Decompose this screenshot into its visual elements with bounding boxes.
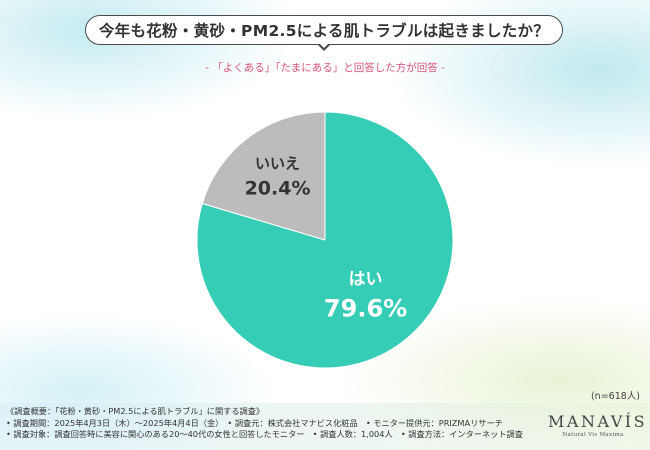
pie-slice-value-1: 20.4% xyxy=(245,177,311,199)
footer-band xyxy=(0,403,650,450)
page-title: 今年も花粉・黄砂・PM2.5による肌トラブルは起きましたか？ xyxy=(98,22,550,40)
survey-overview-heading: 《調査概要：「花粉・黄砂・PM2.5による肌トラブル」に関する調査》 xyxy=(6,406,265,416)
chart-subtitle: - 「よくある」「たまにある」と回答した方が回答 - xyxy=(205,62,445,74)
pie-slice-1 xyxy=(201,111,326,241)
pie-slice-0 xyxy=(196,111,454,369)
sample-size-label: (n=618人) xyxy=(590,391,640,402)
survey-target-line: • 調査対象：調査回答時に美容に関心のある20～40代の女性と回答したモニター … xyxy=(6,429,523,439)
brand-logo: MANAVÍS Natural Vis Maxima xyxy=(548,412,648,438)
survey-overview: 《調査概要：「花粉・黄砂・PM2.5による肌トラブル」に関する調査》 • 調査期… xyxy=(6,406,546,441)
title-pointer-inner xyxy=(319,43,329,48)
survey-period-line: • 調査期間：2025年4月3日（木）～2025年4月4日（金） • 調査元：株… xyxy=(6,417,503,428)
pie-slice-label-1: いいえ xyxy=(255,154,300,172)
brand-logo-tagline: Natural Vis Maxima xyxy=(562,432,624,438)
brand-logo-name: MANAVÍS xyxy=(548,412,648,431)
pie-slice-value-0: 79.6% xyxy=(324,294,407,322)
pie-slice-label-0: はい xyxy=(349,269,383,289)
